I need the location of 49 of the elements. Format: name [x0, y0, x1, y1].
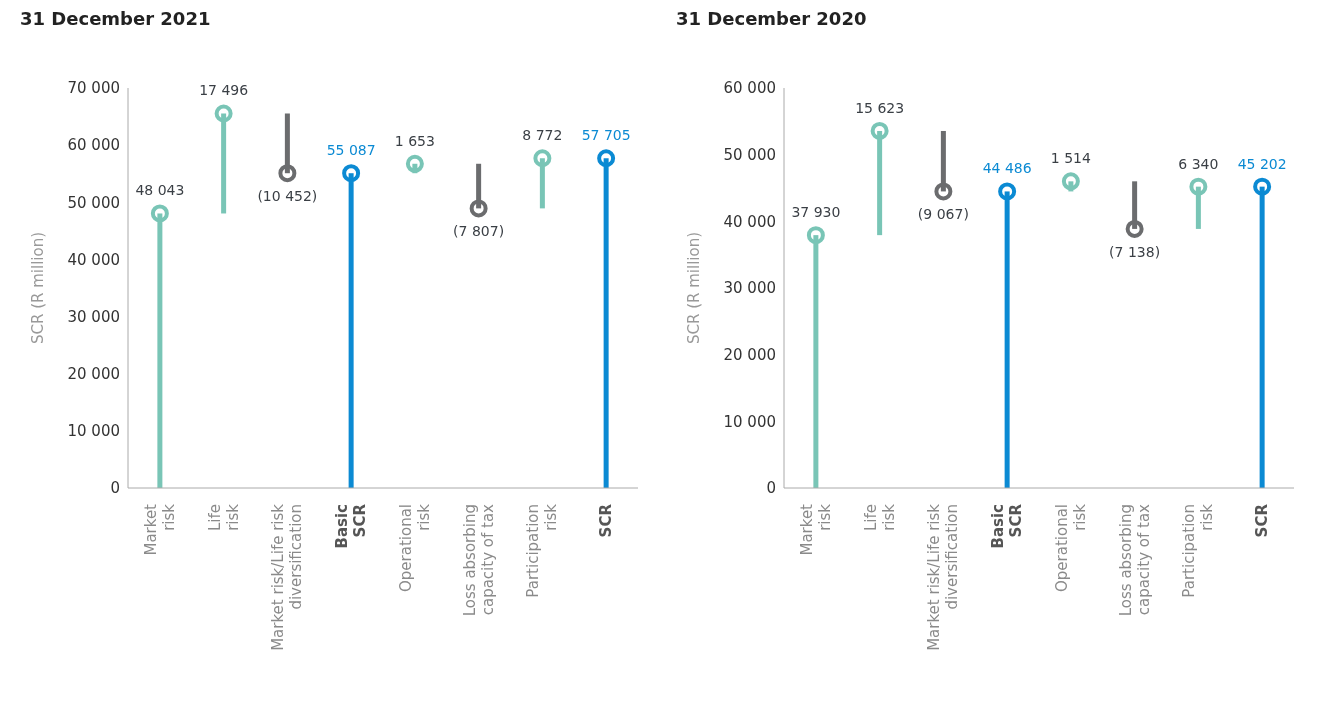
x-tick-label: Basic SCR	[333, 503, 370, 549]
y-tick-label: 50 000	[67, 193, 120, 212]
x-tick-label: Participation risk	[524, 503, 561, 598]
x-tick-label: Operational risk	[396, 503, 433, 593]
x-tick-label: Participation risk	[1180, 503, 1217, 598]
data-label: 1 514	[1050, 150, 1091, 167]
x-tick-label: SCR	[597, 503, 616, 538]
data-label: 6 340	[1178, 155, 1219, 172]
x-tick-label: Market risk	[141, 503, 178, 556]
data-label: 44 486	[982, 160, 1032, 177]
y-tick-label: 20 000	[67, 365, 120, 384]
x-tick-label: Life risk	[205, 503, 242, 532]
data-label: (7 807)	[453, 223, 505, 240]
data-label: (7 138)	[1109, 243, 1161, 260]
x-tick-label: Operational risk	[1052, 503, 1089, 593]
chart-title: 31 December 2020	[676, 8, 868, 31]
y-tick-label: 10 000	[723, 412, 776, 431]
data-label: (10 452)	[257, 188, 318, 205]
data-label: 45 202	[1237, 155, 1287, 172]
data-label: 17 496	[199, 82, 249, 99]
data-label: (9 067)	[917, 206, 969, 223]
bar	[412, 163, 418, 174]
y-tick-label: 0	[766, 479, 776, 498]
y-tick-label: 30 000	[723, 279, 776, 298]
data-label: 15 623	[855, 99, 905, 116]
y-axis-title: SCR (R million)	[29, 231, 48, 345]
y-tick-label: 50 000	[723, 145, 776, 164]
data-label: 37 930	[791, 204, 841, 221]
y-tick-label: 60 000	[67, 136, 120, 155]
data-label: 55 087	[326, 142, 376, 159]
x-tick-label: Basic SCR	[989, 503, 1026, 549]
x-tick-label: Life risk	[861, 503, 898, 532]
y-tick-label: 0	[110, 479, 120, 498]
data-label: 48 043	[135, 182, 185, 199]
y-tick-label: 60 000	[723, 79, 776, 98]
data-label: 8 772	[522, 127, 563, 144]
y-tick-label: 10 000	[67, 422, 120, 441]
y-tick-label: 30 000	[67, 307, 120, 326]
y-tick-label: 70 000	[67, 79, 120, 98]
x-tick-label: SCR	[1253, 503, 1272, 538]
x-tick-label: Market risk	[797, 503, 834, 556]
bar	[1068, 181, 1074, 192]
y-axis-title: SCR (R million)	[685, 231, 704, 345]
data-label: 57 705	[581, 127, 631, 144]
chart-title: 31 December 2021	[20, 8, 212, 31]
data-label: 1 653	[394, 132, 435, 149]
y-tick-label: 20 000	[723, 345, 776, 364]
y-tick-label: 40 000	[67, 250, 120, 269]
y-tick-label: 40 000	[723, 212, 776, 231]
